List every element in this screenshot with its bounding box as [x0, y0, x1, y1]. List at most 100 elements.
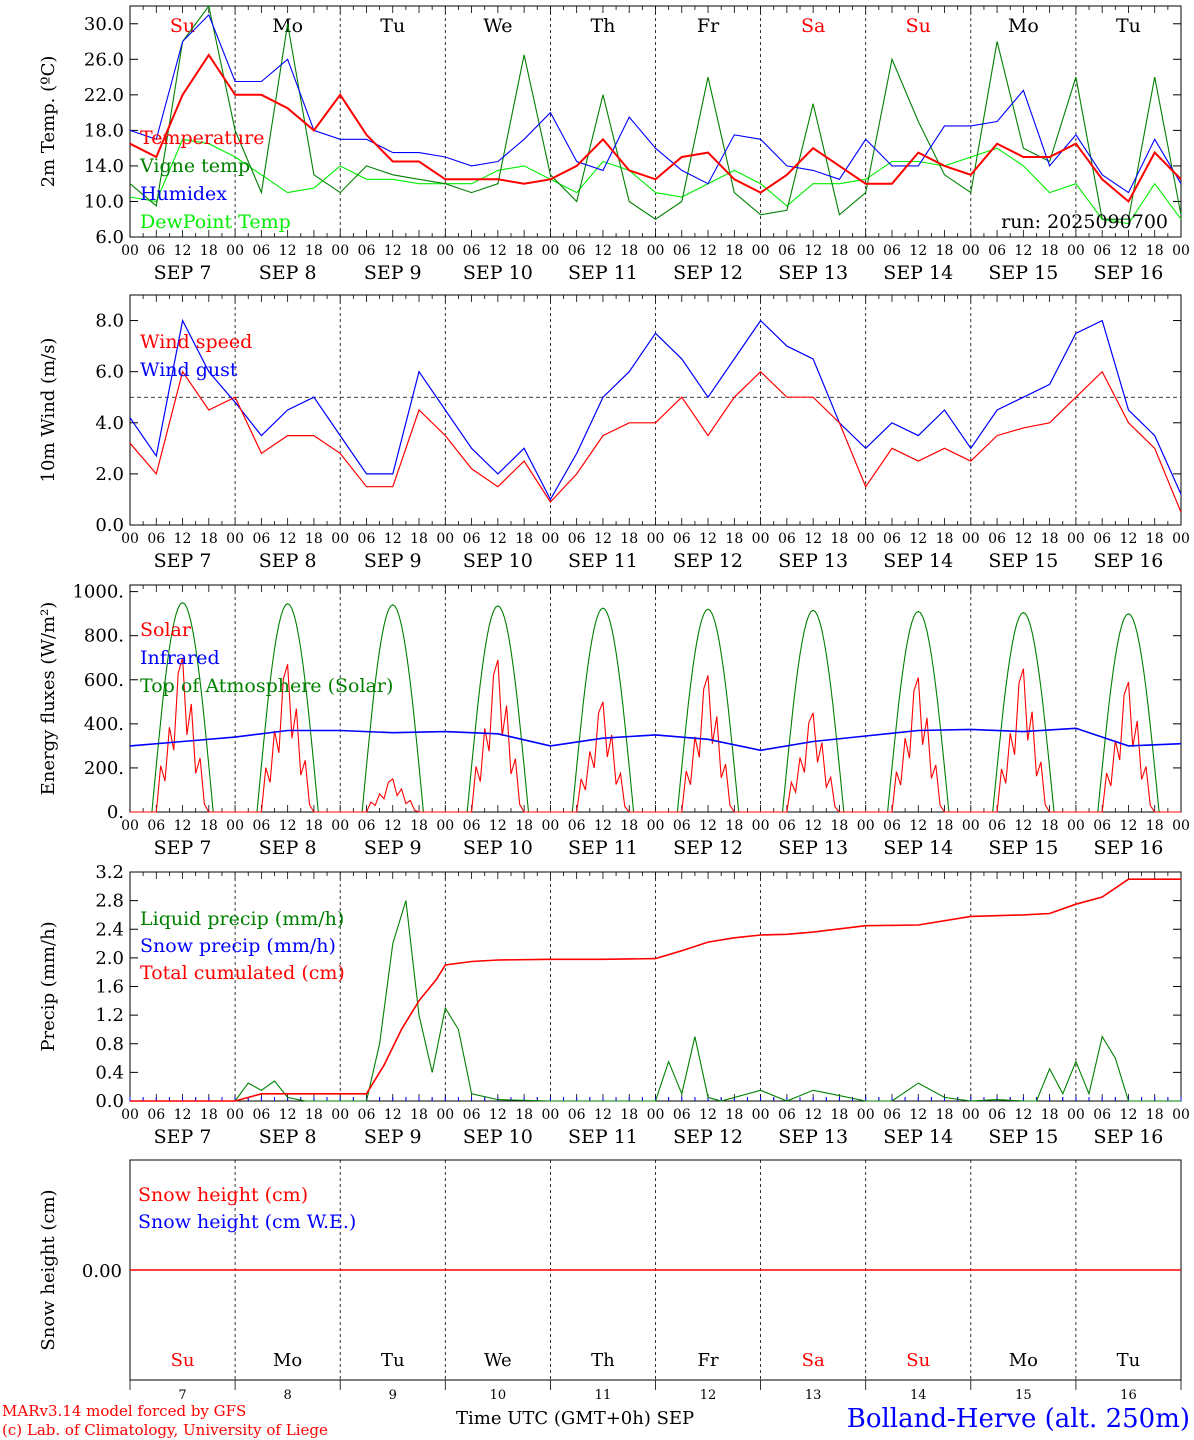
panel-5: 0.00 Snow height (cm) Snow height (cm) Snow…	[38, 1159, 1182, 1403]
hour-tick-label: 18	[410, 818, 428, 834]
date-label: SEP 15	[988, 550, 1058, 572]
hour-tick-label: 12	[804, 531, 822, 547]
hour-tick-label: 18	[620, 1107, 638, 1123]
toa-curve	[340, 604, 446, 813]
hour-tick-label: 18	[936, 818, 954, 834]
hour-tick-label: 06	[147, 531, 165, 547]
location-label: Bolland-Herve (alt. 250m)	[847, 1404, 1190, 1434]
y-tick-label: 2.0	[95, 464, 124, 485]
hour-tick-label: 00	[647, 531, 665, 547]
y-tick-label: 0.0	[95, 1091, 124, 1112]
hour-tick-label: 12	[489, 531, 507, 547]
hour-tick-label: 12	[699, 1107, 717, 1123]
series-line	[129, 318, 1182, 501]
hour-tick-label: 00	[1067, 818, 1085, 834]
hour-tick-label: 06	[988, 1107, 1006, 1123]
hour-tick-label: 00	[752, 531, 770, 547]
solar-curve	[340, 777, 446, 813]
hour-tick-label: 00	[1172, 243, 1190, 259]
panel-4: 0.0 0.4 0.8 1.2 1.6 2.0 2.4 2.8 3.2 Precip (mm/h)…	[38, 862, 1190, 1148]
date-label: SEP 10	[463, 837, 533, 859]
hour-tick-label: 18	[515, 243, 533, 259]
date-label: SEP 10	[463, 550, 533, 572]
hour-tick-label: 12	[594, 1107, 612, 1123]
hour-tick-label: 18	[410, 531, 428, 547]
hour-tick-label: 06	[673, 531, 691, 547]
hour-tick-label: 12	[1120, 243, 1138, 259]
toa-curve	[235, 603, 341, 813]
hour-tick-label: 18	[620, 818, 638, 834]
hour-tick-label: 12	[1120, 531, 1138, 547]
y-tick-label: 10.0	[84, 191, 124, 212]
legend-entry: DewPoint Temp	[140, 211, 291, 233]
hour-tick-label: 06	[1093, 531, 1111, 547]
infrared-line	[129, 727, 1182, 752]
toa-curve	[760, 609, 866, 813]
hour-tick-label: 00	[436, 243, 454, 259]
hour-tick-label: 06	[358, 531, 376, 547]
hour-tick-label: 06	[147, 1107, 165, 1123]
hour-tick-label: 00	[647, 818, 665, 834]
hour-tick-label: 18	[410, 243, 428, 259]
hour-tick-label: 18	[305, 818, 323, 834]
hour-tick-label: 18	[1041, 818, 1059, 834]
legend-entry: Total cumulated (cm)	[140, 962, 345, 984]
date-label: SEP 14	[883, 550, 953, 572]
y-tick-label: 2.0	[95, 948, 124, 969]
weekday-label: Th	[590, 15, 615, 37]
hour-tick-label: 06	[883, 243, 901, 259]
hour-tick-label: 18	[305, 243, 323, 259]
hour-tick-label: 00	[1067, 243, 1085, 259]
hour-tick-label: 18	[1041, 531, 1059, 547]
hour-tick-label: 00	[331, 1107, 349, 1123]
hour-tick-label: 18	[410, 1107, 428, 1123]
toa-curve	[655, 608, 761, 813]
hour-tick-label: 00	[962, 243, 980, 259]
hour-tick-label: 12	[699, 818, 717, 834]
date-label: SEP 8	[259, 262, 317, 284]
date-label: SEP 13	[778, 262, 848, 284]
hour-tick-label: 00	[226, 818, 244, 834]
weekday-label: We	[484, 1350, 512, 1371]
toa-curve	[550, 607, 656, 813]
hour-tick-label: 12	[1014, 1107, 1032, 1123]
solar-curve	[760, 712, 866, 813]
hour-tick-label: 18	[1146, 531, 1164, 547]
hour-tick-label: 00	[962, 818, 980, 834]
y-tick-label: 0.00	[82, 1261, 122, 1282]
hour-tick-label: 18	[1146, 1107, 1164, 1123]
hour-tick-label: 06	[463, 818, 481, 834]
date-label: SEP 7	[154, 1126, 212, 1148]
hour-tick-label: 00	[436, 531, 454, 547]
hour-tick-label: 00	[962, 531, 980, 547]
hour-tick-label: 12	[489, 243, 507, 259]
date-number: 11	[595, 1388, 612, 1403]
weekday-label: Tu	[380, 15, 405, 37]
hour-tick-label: 00	[436, 818, 454, 834]
y-tick-label: 0.0	[95, 515, 124, 536]
weekday-label: Sa	[801, 15, 825, 37]
hour-tick-label: 18	[831, 243, 849, 259]
legend-entry: Infrared	[140, 647, 220, 669]
y-tick-label: 18.0	[84, 120, 124, 141]
y-axis-label: 10m Wind (m/s)	[38, 338, 59, 483]
hour-tick-label: 12	[594, 531, 612, 547]
hour-tick-label: 12	[384, 1107, 402, 1123]
date-number: 8	[284, 1388, 292, 1403]
y-tick-label: 2.8	[95, 891, 124, 912]
hour-tick-label: 18	[620, 243, 638, 259]
hour-tick-label: 12	[384, 243, 402, 259]
hour-tick-label: 06	[463, 531, 481, 547]
date-label: SEP 15	[988, 837, 1058, 859]
hour-tick-label: 06	[358, 818, 376, 834]
date-label: SEP 11	[568, 262, 638, 284]
y-tick-label: 800.	[84, 626, 124, 647]
weekday-label: Mo	[1008, 15, 1039, 37]
hour-tick-label: 00	[436, 1107, 454, 1123]
hour-tick-label: 06	[673, 243, 691, 259]
hour-tick-label: 18	[200, 531, 218, 547]
series-line	[129, 13, 1182, 194]
y-tick-label: 26.0	[84, 49, 124, 70]
series-line	[129, 53, 1182, 204]
hour-tick-label: 18	[831, 531, 849, 547]
